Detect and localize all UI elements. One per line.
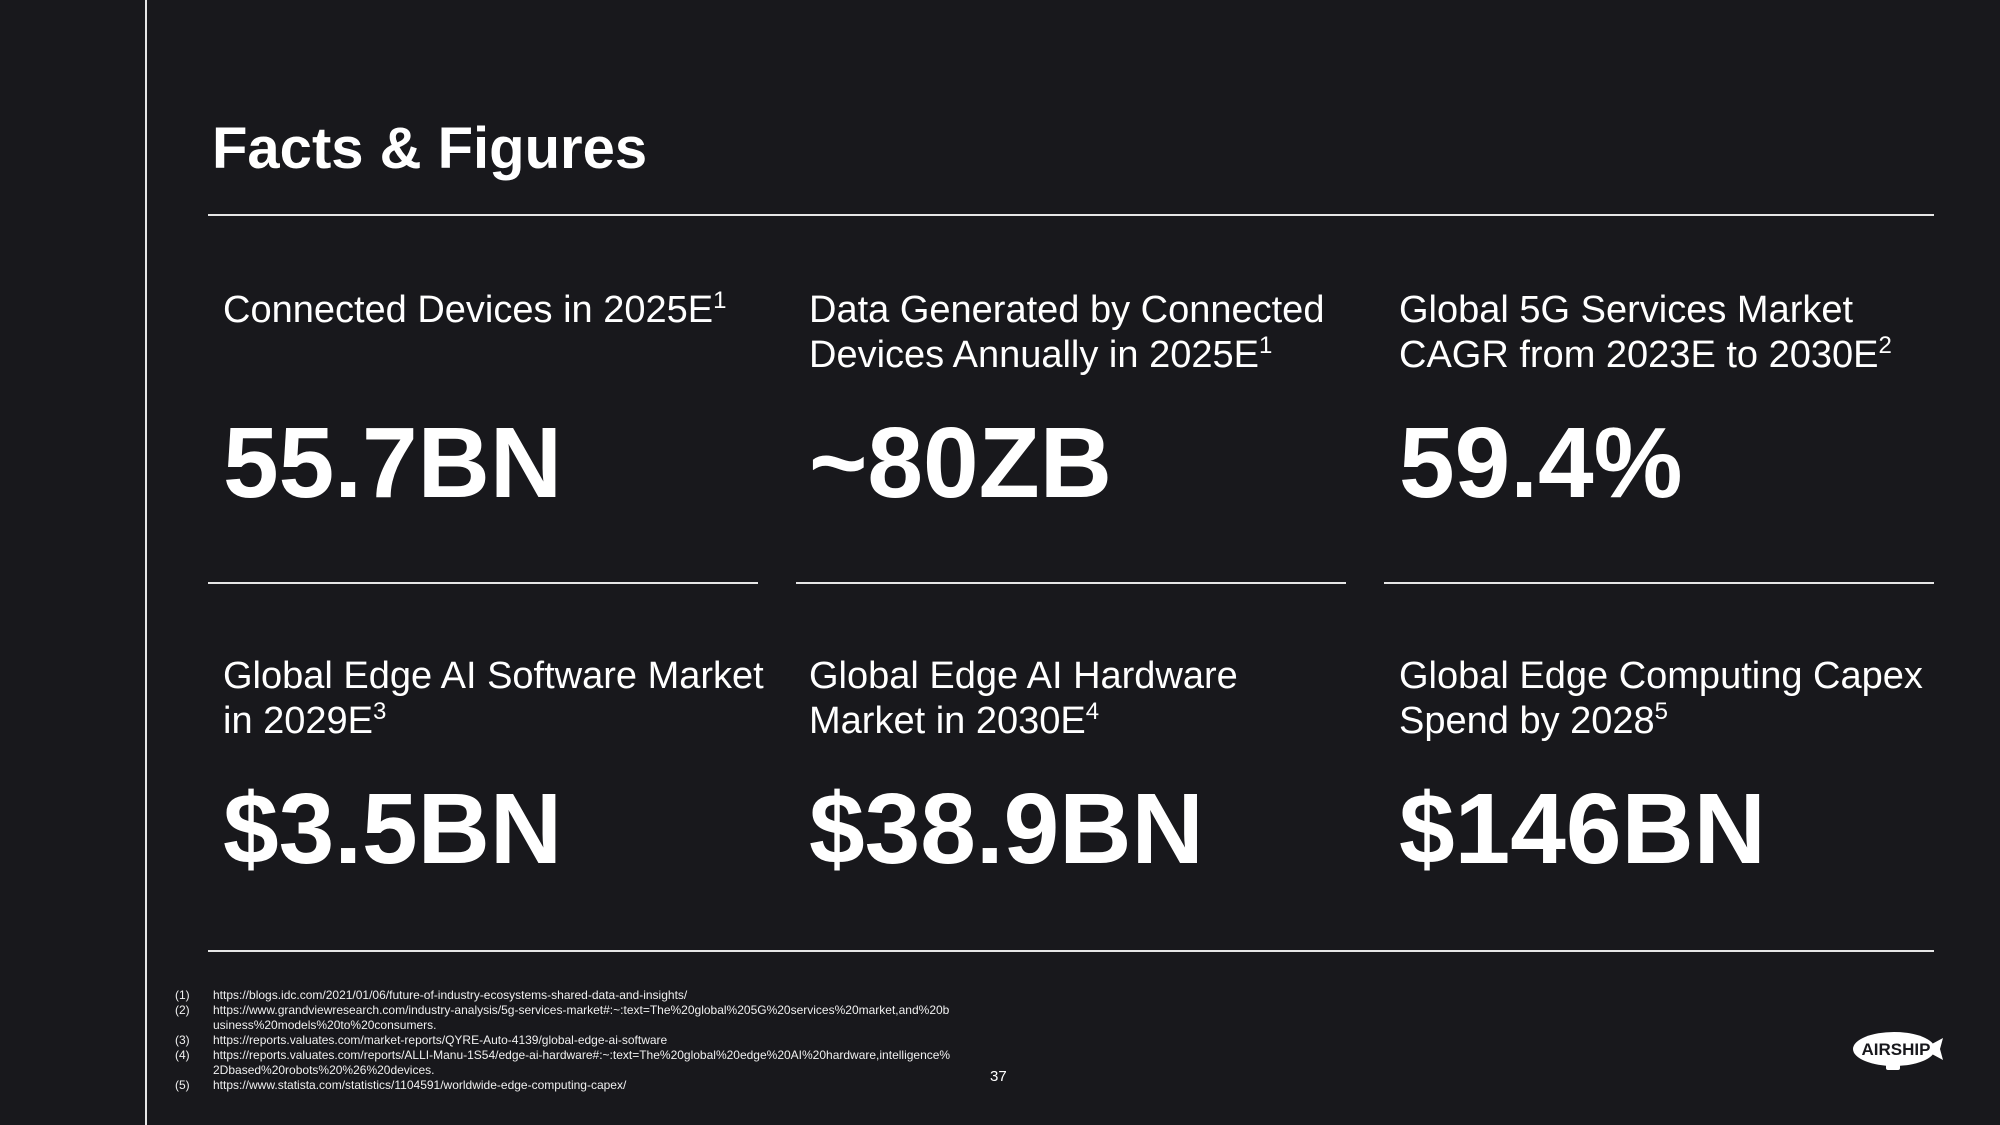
footnote-item: (3) https://reports.valuates.com/market-r… xyxy=(175,1033,953,1048)
page-number: 37 xyxy=(990,1068,1007,1085)
footnote-item: (5) https://www.statista.com/statistics/1… xyxy=(175,1078,953,1093)
stat-value: $38.9BN xyxy=(809,773,1204,885)
footnote-ref: 4 xyxy=(1085,698,1100,725)
stat-edge-capex: Global Edge Computing Capex Spend by 202… xyxy=(1399,654,1944,894)
stat-label: Global 5G Services Market CAGR from 2023… xyxy=(1399,289,1892,376)
stat-5g-cagr: Global 5G Services Market CAGR from 2023… xyxy=(1399,288,1944,528)
footnotes: (1) https://blogs.idc.com/2021/01/06/futu… xyxy=(175,988,953,1093)
footnote-ref: 1 xyxy=(713,287,727,314)
footnote-link[interactable]: https://www.grandviewresearch.com/indust… xyxy=(213,1003,950,1032)
page-title: Facts & Figures xyxy=(212,116,648,181)
stat-value: $3.5BN xyxy=(223,773,563,885)
stat-value: ~80ZB xyxy=(809,407,1112,519)
stat-value: 55.7BN xyxy=(223,407,563,519)
stat-label: Global Edge AI Hardware Market in 2030E4 xyxy=(809,655,1238,742)
footnote-link[interactable]: https://reports.valuates.com/reports/ALL… xyxy=(213,1048,951,1077)
left-rule xyxy=(145,0,147,1125)
bottom-divider xyxy=(208,950,1934,952)
footnote-ref: 5 xyxy=(1654,698,1669,725)
stat-edge-ai-software: Global Edge AI Software Market in 2029E3… xyxy=(223,654,768,894)
stat-label: Connected Devices in 2025E1 xyxy=(223,287,727,332)
row-divider xyxy=(1384,582,1934,584)
title-divider xyxy=(208,214,1934,216)
footnote-item: (1) https://blogs.idc.com/2021/01/06/futu… xyxy=(175,988,953,1003)
footnote-ref: 3 xyxy=(373,698,387,725)
footnote-ref: 2 xyxy=(1878,332,1892,359)
svg-text:AIRSHIP: AIRSHIP xyxy=(1862,1040,1931,1059)
stat-label: Global Edge Computing Capex Spend by 202… xyxy=(1399,655,1923,742)
stat-edge-ai-hardware: Global Edge AI Hardware Market in 2030E4… xyxy=(809,654,1354,894)
footnote-link[interactable]: https://reports.valuates.com/market-repo… xyxy=(213,1033,668,1047)
stat-value: 59.4% xyxy=(1399,407,1683,519)
stat-value: $146BN xyxy=(1399,773,1766,885)
footnote-item: (2) https://www.grandviewresearch.com/ind… xyxy=(175,1003,953,1033)
stat-label: Data Generated by Connected Devices Annu… xyxy=(809,289,1325,376)
footnote-link[interactable]: https://www.statista.com/statistics/1104… xyxy=(213,1078,627,1092)
footnote-link[interactable]: https://blogs.idc.com/2021/01/06/future-… xyxy=(213,988,688,1002)
footnote-item: (4) https://reports.valuates.com/reports/… xyxy=(175,1048,953,1078)
footnote-ref: 1 xyxy=(1258,332,1273,359)
row-divider xyxy=(208,582,758,584)
stat-data-generated: Data Generated by Connected Devices Annu… xyxy=(809,288,1354,528)
stat-connected-devices: Connected Devices in 2025E1 55.7BN xyxy=(223,288,768,528)
row-divider xyxy=(796,582,1346,584)
airship-logo: AIRSHIP xyxy=(1853,1032,1943,1070)
stat-label: Global Edge AI Software Market in 2029E3 xyxy=(223,655,764,742)
